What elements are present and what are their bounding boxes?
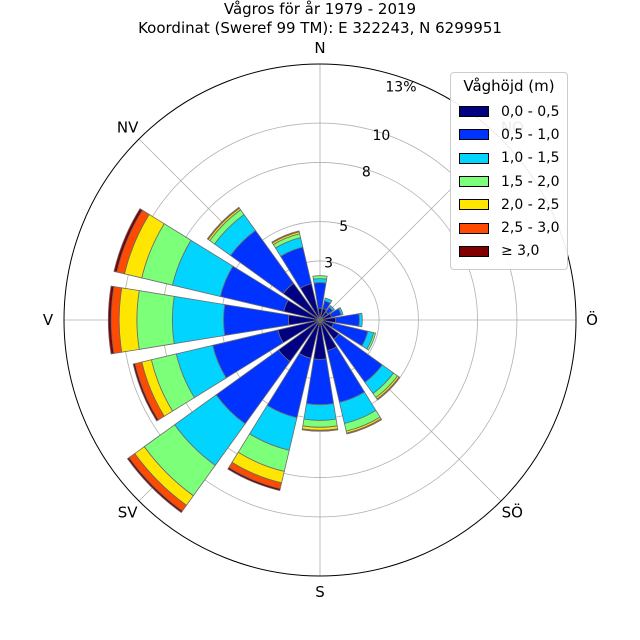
bar-sector-8-bin-2 — [303, 403, 337, 421]
legend-entry-4: 2,0 - 2,5 — [451, 193, 567, 216]
bar-sector-12-bin-2 — [171, 295, 226, 345]
radial-tick-label-3: 10 — [372, 128, 390, 144]
bar-sector-0-bin-2 — [312, 278, 328, 284]
legend-label-0: 0,0 - 0,5 — [501, 103, 560, 120]
bar-sector-12-bin-3 — [136, 290, 175, 350]
bar-sector-8-bin-5 — [301, 428, 339, 432]
bar-sector-9-bin-6 — [227, 466, 281, 492]
polar-frame — [63, 63, 577, 577]
legend-entry-1: 0,5 - 1,0 — [451, 123, 567, 146]
legend-swatch-3 — [459, 176, 489, 188]
bar-sector-11-bin-6 — [132, 363, 159, 422]
legend-entries: 0,0 - 0,5 0,5 - 1,0 1,0 - 1,5 1,5 - 2,0 2,0 … — [451, 100, 567, 263]
radial-max-label: 13% — [385, 79, 416, 95]
bar-sector-8-bin-1 — [305, 358, 335, 406]
chart-title: Vågros för år 1979 - 2019 — [223, 0, 417, 18]
bar-sector-10-bin-6 — [126, 457, 183, 514]
legend-entry-5: 2,5 - 3,0 — [451, 216, 567, 239]
legend-label-6: ≥ 3,0 — [501, 243, 540, 260]
bar-sector-5-bin-3 — [366, 332, 377, 351]
direction-label-0: N — [314, 39, 325, 57]
legend-label-1: 0,5 - 1,0 — [501, 126, 560, 143]
chart-subtitle: Koordinat (Sweref 99 TM): E 322243, N 62… — [138, 19, 502, 37]
bar-sector-4-bin-2 — [358, 312, 363, 328]
bar-sector-8-bin-3 — [302, 418, 338, 428]
direction-label-6: V — [43, 311, 54, 329]
legend-swatch-4 — [459, 199, 489, 211]
radial-tick-label-2: 8 — [362, 164, 371, 180]
direction-label-2: Ö — [586, 310, 598, 329]
legend-swatch-5 — [459, 222, 489, 234]
legend-label-2: 1,0 - 1,5 — [501, 150, 560, 167]
bar-sector-1-bin-2 — [324, 297, 333, 304]
bar-sector-6-bin-5 — [376, 376, 401, 401]
legend-swatch-6 — [459, 245, 489, 257]
direction-label-5: SV — [118, 503, 139, 521]
legend-title: Våghöjd (m) — [463, 77, 555, 95]
bar-sector-12-bin-4 — [118, 287, 140, 353]
legend-entry-0: 0,0 - 0,5 — [451, 100, 567, 123]
bar-sector-2-bin-2 — [328, 305, 335, 312]
legend-swatch-2 — [459, 152, 489, 164]
legend-entry-3: 1,5 - 2,0 — [451, 170, 567, 193]
legend-swatch-0 — [459, 106, 489, 118]
radial-tick-label-1: 5 — [339, 219, 348, 235]
direction-label-7: NV — [117, 119, 139, 137]
legend-swatch-1 — [459, 129, 489, 141]
legend-label-5: 2,5 - 3,0 — [501, 220, 560, 237]
legend-entry-2: 1,0 - 1,5 — [451, 147, 567, 170]
legend-label-3: 1,5 - 2,0 — [501, 173, 560, 190]
direction-label-3: SÖ — [502, 502, 523, 521]
bar-sector-15-bin-5 — [271, 230, 300, 244]
bar-sector-7-bin-5 — [346, 418, 383, 435]
legend-entry-6: ≥ 3,0 — [451, 240, 567, 263]
direction-label-4: S — [315, 583, 325, 601]
legend-label-4: 2,0 - 2,5 — [501, 196, 560, 213]
bar-sector-12-bin-6 — [107, 285, 115, 355]
legend: Våghöjd (m) 0,0 - 0,5 0,5 - 1,0 1,0 - 1,5 1… — [450, 72, 568, 271]
bar-sector-13-bin-6 — [113, 208, 144, 273]
bar-sector-0-bin-3 — [312, 275, 328, 280]
rose-bars — [107, 206, 401, 514]
bar-sector-14-bin-5 — [206, 206, 240, 240]
bar-sector-3-bin-2 — [337, 307, 344, 316]
radial-tick-label-0: 3 — [324, 255, 333, 271]
